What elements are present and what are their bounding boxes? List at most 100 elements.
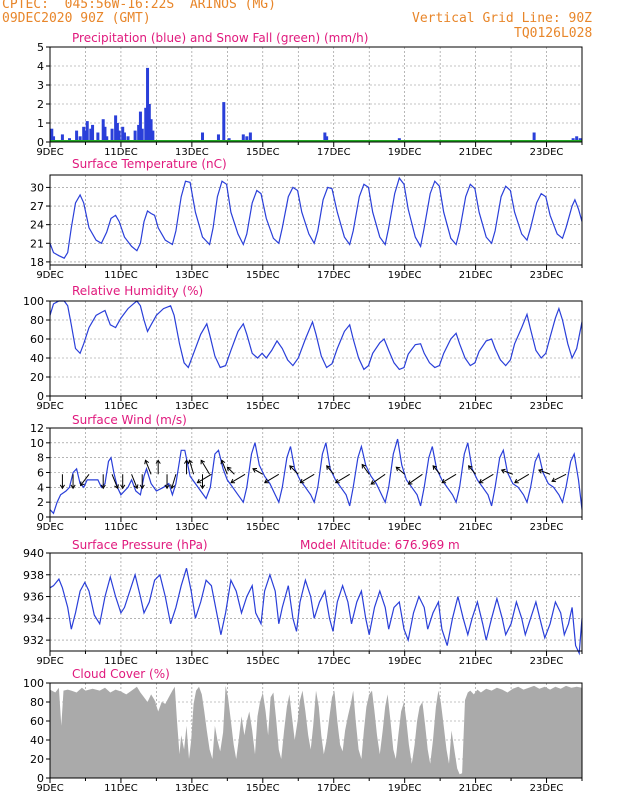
precip-bar xyxy=(216,134,220,142)
temp-xtick-label: 13DEC xyxy=(175,270,209,281)
wind-arrow xyxy=(335,473,350,484)
wind-arrowhead xyxy=(441,478,447,484)
rh-xtick-label: 15DEC xyxy=(246,401,280,412)
cloud-xtick-label: 17DEC xyxy=(317,783,351,794)
precip-bar xyxy=(241,134,245,142)
precip-bar xyxy=(121,126,125,142)
temp-xtick-label: 21DEC xyxy=(459,270,493,281)
wind-arrowhead xyxy=(478,478,484,484)
cloud-xtick-label: 13DEC xyxy=(175,783,209,794)
precip-xtick-label: 13DEC xyxy=(175,147,209,158)
wind-arrowhead xyxy=(252,467,258,473)
wind-arrowhead xyxy=(299,478,305,484)
cloud-cover-area xyxy=(50,685,582,778)
wind-xtick-label: 17DEC xyxy=(317,522,351,533)
wind-xtick-label: 15DEC xyxy=(246,522,280,533)
precip-bar xyxy=(110,128,114,142)
wind-arrow xyxy=(361,464,370,475)
precip-xtick-label: 11DEC xyxy=(104,147,138,158)
pres-ytick-label: 932 xyxy=(23,634,44,647)
wind-arrow xyxy=(188,460,195,475)
cloud-ytick-label: 60 xyxy=(30,715,44,728)
precip-xtick-label: 17DEC xyxy=(317,147,351,158)
wind-arrow xyxy=(370,473,386,485)
wind-arrow xyxy=(197,473,212,484)
precip-ytick-label: 5 xyxy=(37,41,44,54)
wind-arrow xyxy=(221,460,228,475)
precip-ytick-label: 4 xyxy=(37,60,44,73)
temp-xtick-label: 19DEC xyxy=(388,270,422,281)
pres-xtick-label: 21DEC xyxy=(459,656,493,667)
wind-arrowhead xyxy=(164,484,170,490)
wind-arrow xyxy=(230,473,246,484)
wind-arrow xyxy=(468,465,476,475)
precip-bar xyxy=(101,119,105,142)
pres-xtick-label: 19DEC xyxy=(388,656,422,667)
pres-ytick-label: 936 xyxy=(23,591,44,604)
wind-arrow xyxy=(80,473,90,486)
precip-ytick-label: 3 xyxy=(37,79,44,92)
wind-arrowhead xyxy=(170,484,176,490)
pres-xtick-label: 9DEC xyxy=(36,656,63,667)
wind-arrowhead xyxy=(468,465,473,470)
wind-arrow xyxy=(111,474,119,489)
precip-bar xyxy=(114,115,118,142)
precip-bar xyxy=(126,136,130,142)
wind-series-line xyxy=(49,438,583,515)
wind-arrowhead xyxy=(220,459,226,465)
wind-ytick-label: 8 xyxy=(37,452,44,465)
wind-arrow xyxy=(479,473,494,484)
pres-frame xyxy=(49,552,583,652)
temp-ytick-label: 21 xyxy=(30,237,44,250)
pres-xtick-label: 15DEC xyxy=(246,656,280,667)
precip-bar xyxy=(532,132,536,142)
precip-bar xyxy=(52,136,56,142)
temp-xtick-label: 9DEC xyxy=(36,270,63,281)
precip-bar xyxy=(85,121,89,142)
precip-title: Precipitation (blue) and Snow Fall (gree… xyxy=(72,31,368,45)
vertical-grid-note: Vertical Grid Line: 90Z xyxy=(412,11,593,26)
precip-bar xyxy=(575,136,579,142)
wind-arrowhead xyxy=(538,468,543,474)
wind-arrowhead xyxy=(334,478,340,484)
precip-xtick-label: 21DEC xyxy=(459,147,493,158)
cloud-title: Cloud Cover (%) xyxy=(72,667,170,681)
cloud-ytick-label: 40 xyxy=(30,734,44,747)
precip-bar xyxy=(78,136,82,142)
cloud-ytick-label: 0 xyxy=(37,772,44,785)
temp-frame xyxy=(49,174,583,266)
wind-arrowhead xyxy=(230,478,236,484)
precip-bar xyxy=(248,132,252,142)
wind-arrowhead xyxy=(551,477,557,483)
temp-ytick-label: 30 xyxy=(30,181,44,194)
wind-arrow xyxy=(145,460,152,475)
precip-frame xyxy=(49,46,583,143)
pres-series-line xyxy=(49,568,583,656)
wind-ytick-label: 12 xyxy=(30,422,44,435)
wind-arrowhead xyxy=(370,480,376,485)
wind-xtick-label: 23DEC xyxy=(530,522,564,533)
wind-arrow xyxy=(538,469,551,475)
wind-arrow xyxy=(551,473,567,482)
wind-arrowhead xyxy=(70,484,76,490)
model-code: TQ0126L028 xyxy=(514,26,593,41)
wind-arrow xyxy=(514,473,530,484)
precip-bar xyxy=(144,107,148,142)
cloud-xtick-label: 23DEC xyxy=(530,783,564,794)
wind-arrow xyxy=(227,466,235,475)
precip-xtick-label: 23DEC xyxy=(530,147,564,158)
wind-arrowhead xyxy=(500,468,506,474)
wind-arrowhead xyxy=(196,478,202,484)
wind-arrowhead xyxy=(199,484,206,490)
wind-arrowhead xyxy=(59,484,65,490)
precip-bar xyxy=(105,136,109,142)
rh-ytick-label: 60 xyxy=(30,333,44,346)
temp-ytick-label: 27 xyxy=(30,200,44,213)
precip-bar xyxy=(133,130,137,142)
wind-arrowhead xyxy=(144,459,150,465)
wind-arrow xyxy=(326,465,335,475)
precip-bar xyxy=(103,126,107,142)
wind-arrow xyxy=(299,473,315,484)
temp-title: Surface Temperature (nC) xyxy=(72,157,227,171)
wind-arrowhead xyxy=(326,465,331,470)
